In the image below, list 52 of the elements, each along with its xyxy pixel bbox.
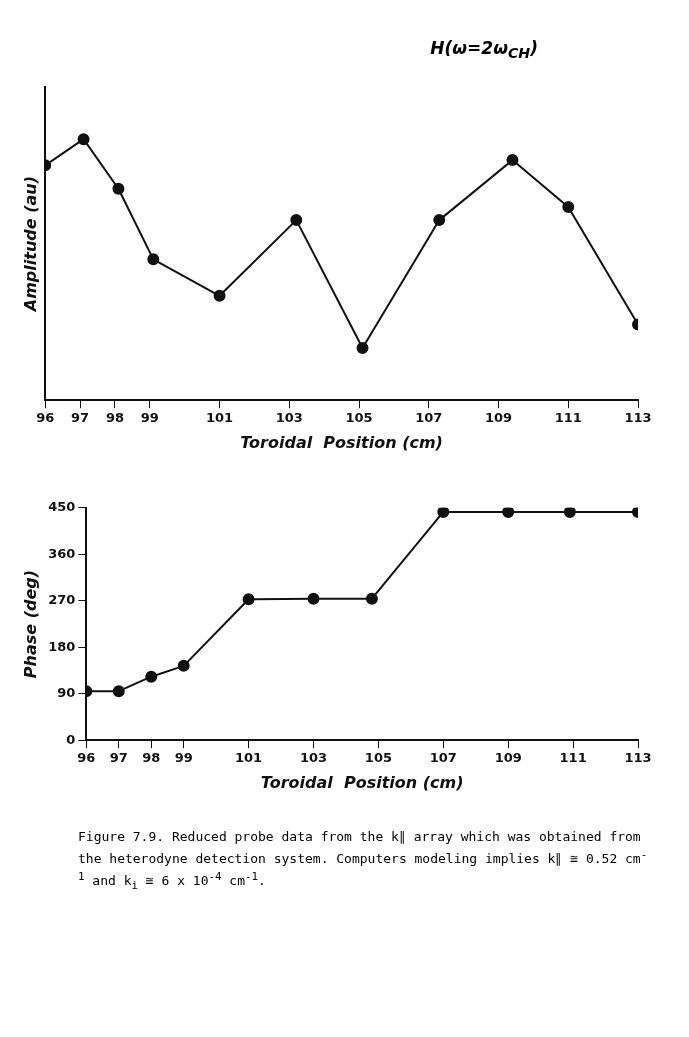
x-tick-label: 105 [364, 750, 392, 766]
x-tick-label: 101 [205, 410, 234, 426]
x-axis-title: Toroidal Position (cm) [240, 432, 443, 452]
point [112, 183, 125, 196]
point [290, 214, 303, 227]
y-tick-label: 180 [48, 639, 76, 655]
point [356, 342, 369, 355]
x-tick-label: 99 [140, 410, 159, 426]
chart-title: H(ω=2ω$_{CH}$) [429, 38, 539, 62]
x-tick-label: 113 [624, 750, 652, 766]
point [112, 685, 125, 698]
point [147, 253, 160, 266]
x-tick-label: 97 [109, 750, 128, 766]
point [177, 660, 190, 673]
point [433, 214, 446, 227]
x-tick-label: 103 [275, 410, 303, 426]
point [502, 508, 515, 519]
point [437, 508, 450, 519]
point [506, 154, 519, 167]
x-tick-label: 98 [105, 410, 124, 426]
y-tick-label: 360 [48, 546, 76, 562]
point [242, 593, 255, 606]
x-tick-label: 107 [429, 750, 457, 766]
point [365, 593, 378, 606]
y-tick-label: 90 [57, 685, 76, 701]
y-tick-label: 270 [48, 592, 76, 608]
y-tick-label: 0 [66, 731, 76, 747]
x-tick-label: 101 [235, 750, 263, 766]
point [145, 671, 158, 684]
x-tick-label: 105 [345, 410, 373, 426]
x-tick-label: 109 [484, 410, 513, 426]
y-tick-label: 450 [48, 499, 76, 515]
x-tick-label: 103 [299, 750, 328, 766]
point [77, 133, 90, 146]
point [563, 508, 576, 519]
point [562, 201, 575, 214]
x-tick-label: 98 [142, 750, 161, 766]
x-tick-label: 111 [554, 410, 582, 426]
text: Figure 7.9. Reduced probe data from the k∥ array which was obtained from the heterodyne detection system. Computers modeling implies k∥ ≅ 0.52 cm$^{-}$$^{1}$ and k$_{i}$ ≅ 6 x 10$^{-4}$ cm$^{-1}$. [78, 829, 648, 892]
point [307, 593, 320, 606]
y-axis-title: Amplitude (au) [20, 176, 40, 314]
x-tick-label: 109 [494, 750, 522, 766]
y-axis-title: Phase (deg) [20, 570, 40, 679]
x-tick-label: 97 [71, 410, 90, 426]
point [213, 290, 226, 303]
x-axis-title: Toroidal Position (cm) [260, 772, 464, 792]
x-tick-label: 107 [415, 410, 443, 426]
x-tick-label: 99 [174, 750, 193, 766]
x-tick-label: 96 [77, 750, 96, 766]
x-tick-label: 96 [36, 410, 55, 426]
x-tick-label: 113 [624, 410, 652, 426]
x-tick-label: 111 [559, 750, 587, 766]
